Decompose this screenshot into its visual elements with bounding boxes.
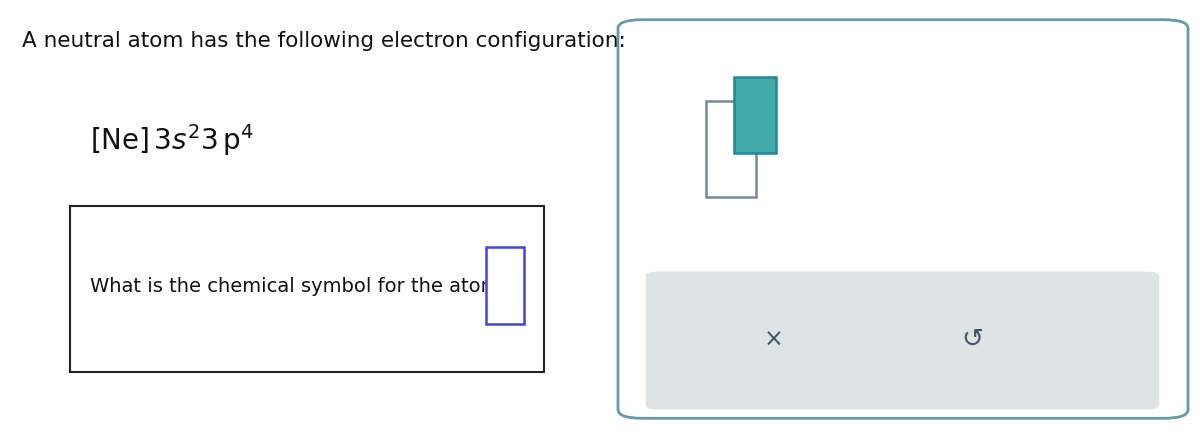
FancyBboxPatch shape bbox=[486, 247, 524, 324]
Text: What is the chemical symbol for the atom?: What is the chemical symbol for the atom… bbox=[90, 277, 510, 297]
FancyBboxPatch shape bbox=[706, 101, 756, 197]
Text: ↺: ↺ bbox=[961, 326, 983, 353]
Text: ×: × bbox=[764, 328, 784, 351]
Text: $\left[\mathrm{Ne}\right]\,3s^{2}3\,\mathrm{p}^{4}$: $\left[\mathrm{Ne}\right]\,3s^{2}3\,\mat… bbox=[90, 122, 254, 158]
Text: A neutral atom has the following electron configuration:: A neutral atom has the following electro… bbox=[22, 31, 625, 51]
FancyBboxPatch shape bbox=[618, 20, 1188, 418]
FancyBboxPatch shape bbox=[734, 77, 776, 153]
FancyBboxPatch shape bbox=[646, 272, 1159, 410]
FancyBboxPatch shape bbox=[70, 206, 544, 372]
